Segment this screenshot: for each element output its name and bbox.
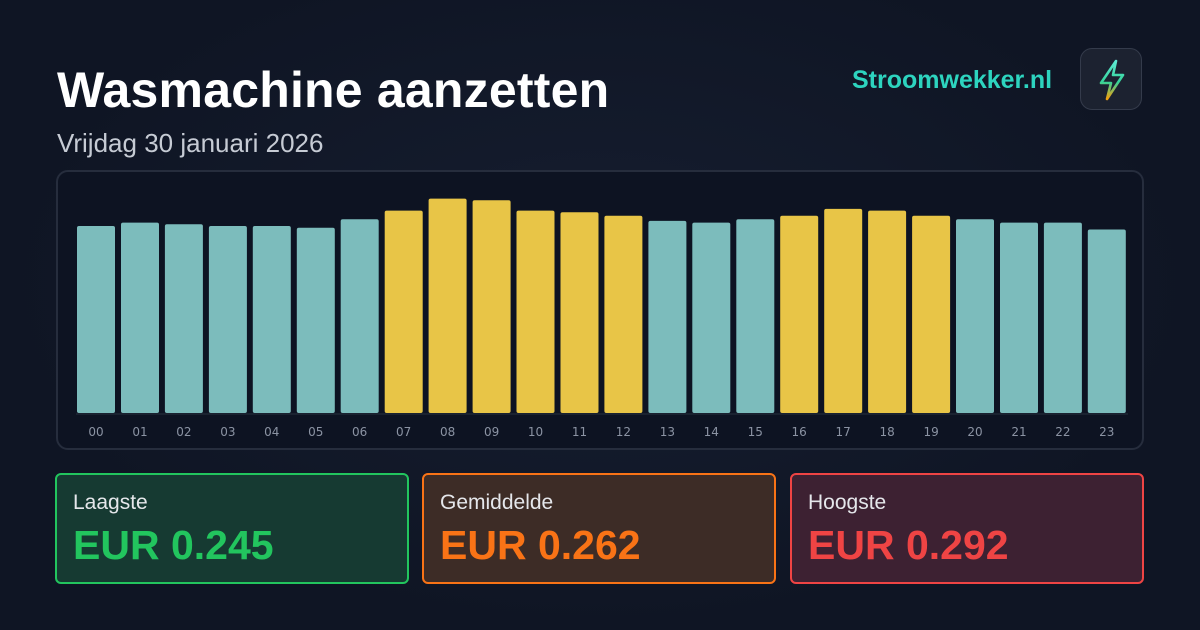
date-subtitle: Vrijdag 30 januari 2026 [57,128,324,158]
brand-logo [1080,48,1142,110]
highest-price-card: Hoogste EUR 0.292 [790,473,1144,584]
bar-hour-21 [1000,222,1038,413]
bar-hour-20 [956,219,994,413]
x-tick-label: 04 [264,425,279,439]
x-tick-label: 09 [484,425,499,439]
bar-hour-18 [868,210,907,413]
bar-hour-10 [516,210,555,413]
bar-hour-13 [648,220,687,413]
lowest-price-label: Laagste [73,491,148,514]
x-tick-label: 05 [308,425,323,439]
x-tick-label: 00 [88,425,103,439]
highest-price-label: Hoogste [808,491,887,514]
x-tick-label: 13 [660,425,675,439]
price-chart: 00 01 02 03 04 05 06 07 08 09 10 11 12 13 14 15 16 17 18 19… [56,170,1144,450]
bar-hour-16 [780,215,819,413]
bar-hour-04 [252,226,291,413]
average-price-label: Gemiddelde [440,491,554,514]
bar-hour-09 [472,200,511,413]
brand-name[interactable]: Stroomwekker.nl [852,66,1053,94]
bar-hour-12 [604,215,643,413]
x-tick-label: 23 [1099,425,1114,439]
x-tick-label: 12 [616,425,631,439]
x-tick-label: 11 [572,425,587,439]
bar-hour-17 [824,208,863,413]
x-tick-label: 10 [528,425,543,439]
highest-price-value: EUR 0.292 [808,522,1009,568]
x-tick-label: 15 [748,425,763,439]
bar-hour-22 [1043,222,1082,413]
bar-hour-15 [736,219,775,413]
page-title: Wasmachine aanzetten [57,62,610,118]
bar-hour-19 [912,215,951,413]
bar-hour-02 [164,224,203,413]
bar-hour-11 [560,212,599,413]
bar-hour-01 [121,222,159,413]
bar-hour-00 [77,226,115,413]
x-tick-label: 18 [879,425,894,439]
x-tick-label: 08 [440,425,455,439]
bar-hour-03 [208,226,247,413]
bar-hour-23 [1087,229,1126,413]
lowest-price-value: EUR 0.245 [73,522,274,568]
bar-hour-08 [428,198,467,413]
x-tick-label: 17 [836,425,851,439]
bar-hour-14 [692,222,731,413]
bar-hour-06 [340,219,379,413]
lowest-price-card: Laagste EUR 0.245 [55,473,409,584]
x-tick-label: 20 [967,425,982,439]
x-tick-label: 02 [176,425,191,439]
x-tick-label: 14 [704,425,719,439]
x-tick-label: 06 [352,425,367,439]
lightning-bolt-icon [1099,59,1125,101]
x-tick-label: 07 [396,425,411,439]
average-price-card: Gemiddelde EUR 0.262 [422,473,776,584]
price-chart-svg: 00 01 02 03 04 05 06 07 08 09 10 11 12 13 14 15 16 17 18 19… [76,198,1128,439]
average-price-value: EUR 0.262 [440,522,641,568]
x-tick-label: 19 [923,425,938,439]
x-tick-label: 21 [1011,425,1026,439]
bar-hour-07 [384,210,423,413]
x-tick-label: 01 [132,425,147,439]
x-tick-label: 22 [1055,425,1070,439]
x-tick-label: 16 [792,425,807,439]
bar-hour-05 [296,227,335,413]
x-tick-label: 03 [220,425,235,439]
